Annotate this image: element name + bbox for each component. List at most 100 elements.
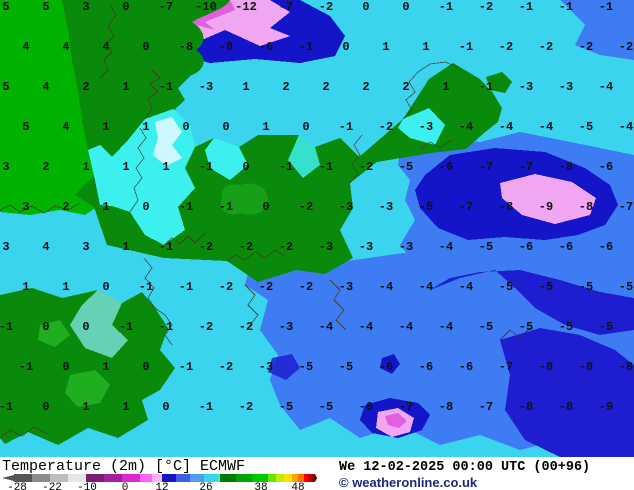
svg-text:0: 0	[142, 40, 149, 54]
svg-text:-7: -7	[499, 360, 513, 374]
svg-text:-1: -1	[479, 80, 493, 94]
svg-text:1: 1	[82, 160, 89, 174]
svg-text:0: 0	[82, 320, 89, 334]
svg-text:-5: -5	[579, 280, 593, 294]
svg-text:1: 1	[382, 40, 389, 54]
svg-text:-1: -1	[19, 360, 33, 374]
svg-text:-9: -9	[599, 400, 613, 414]
svg-text:0: 0	[302, 120, 309, 134]
svg-text:-12: -12	[235, 0, 257, 14]
svg-text:-1: -1	[279, 160, 293, 174]
svg-text:2: 2	[42, 160, 49, 174]
svg-text:-6: -6	[379, 360, 393, 374]
svg-text:-3: -3	[319, 240, 333, 254]
svg-text:-3: -3	[399, 240, 413, 254]
svg-text:1: 1	[242, 80, 249, 94]
svg-text:-2: -2	[319, 0, 333, 14]
svg-text:-8: -8	[519, 400, 533, 414]
svg-text:-1: -1	[139, 280, 153, 294]
svg-text:-4: -4	[439, 320, 453, 334]
svg-text:-8: -8	[439, 400, 453, 414]
svg-text:2: 2	[62, 200, 69, 214]
svg-text:-2: -2	[199, 240, 213, 254]
svg-text:-4: -4	[599, 80, 613, 94]
svg-text:3: 3	[2, 240, 9, 254]
svg-text:-8: -8	[559, 400, 573, 414]
svg-text:1: 1	[122, 400, 129, 414]
svg-text:-8: -8	[579, 200, 593, 214]
svg-text:5: 5	[2, 0, 9, 14]
svg-text:-4: -4	[539, 120, 553, 134]
svg-text:2: 2	[362, 80, 369, 94]
svg-text:0: 0	[102, 280, 109, 294]
svg-text:-8: -8	[219, 40, 233, 54]
svg-text:-1: -1	[559, 0, 573, 14]
svg-text:0: 0	[62, 360, 69, 374]
svg-text:-4: -4	[319, 320, 333, 334]
svg-text:-1: -1	[339, 120, 353, 134]
svg-text:-3: -3	[339, 200, 353, 214]
svg-text:-5: -5	[319, 400, 333, 414]
svg-text:-5: -5	[299, 360, 313, 374]
svg-text:0: 0	[222, 120, 229, 134]
svg-text:-2: -2	[279, 240, 293, 254]
svg-text:4: 4	[102, 40, 109, 54]
svg-text:0: 0	[402, 0, 409, 14]
svg-text:0: 0	[42, 400, 49, 414]
svg-text:-7: -7	[459, 200, 473, 214]
svg-text:-2: -2	[239, 320, 253, 334]
svg-text:-3: -3	[359, 240, 373, 254]
svg-text:-5: -5	[539, 280, 553, 294]
svg-text:-1: -1	[199, 160, 213, 174]
svg-text:-4: -4	[499, 120, 513, 134]
svg-text:-2: -2	[219, 280, 233, 294]
svg-text:-5: -5	[479, 320, 493, 334]
svg-text:-3: -3	[199, 80, 213, 94]
svg-text:1: 1	[442, 80, 449, 94]
svg-text:-6: -6	[459, 360, 473, 374]
svg-text:-8: -8	[539, 360, 553, 374]
svg-text:-4: -4	[399, 320, 413, 334]
svg-text:-2: -2	[379, 120, 393, 134]
svg-text:-5: -5	[579, 120, 593, 134]
svg-text:2: 2	[282, 80, 289, 94]
svg-text:-1: -1	[199, 400, 213, 414]
svg-text:-2: -2	[479, 0, 493, 14]
svg-text:-4: -4	[619, 120, 633, 134]
svg-text:-1: -1	[179, 360, 193, 374]
svg-text:-2: -2	[359, 160, 373, 174]
svg-text:1: 1	[162, 160, 169, 174]
svg-text:-8: -8	[559, 160, 573, 174]
svg-text:-1: -1	[0, 320, 13, 334]
svg-text:-5: -5	[619, 280, 633, 294]
svg-text:-8: -8	[619, 360, 633, 374]
svg-text:1: 1	[22, 280, 29, 294]
svg-text:-7: -7	[479, 400, 493, 414]
svg-text:-2: -2	[499, 40, 513, 54]
svg-text:-4: -4	[379, 280, 393, 294]
svg-text:-7: -7	[399, 400, 413, 414]
svg-text:-1: -1	[319, 160, 333, 174]
svg-text:-1: -1	[519, 0, 533, 14]
svg-text:-1: -1	[299, 40, 313, 54]
svg-text:-6: -6	[359, 400, 373, 414]
svg-text:1: 1	[82, 400, 89, 414]
svg-text:-1: -1	[159, 80, 173, 94]
svg-text:-8: -8	[499, 200, 513, 214]
svg-text:-3: -3	[559, 80, 573, 94]
svg-text:-6: -6	[439, 160, 453, 174]
svg-text:0: 0	[342, 40, 349, 54]
svg-text:-9: -9	[539, 200, 553, 214]
svg-text:-6: -6	[599, 240, 613, 254]
svg-text:-4: -4	[359, 320, 373, 334]
svg-text:-1: -1	[159, 240, 173, 254]
svg-text:-6: -6	[259, 40, 273, 54]
svg-text:4: 4	[42, 80, 49, 94]
svg-text:1: 1	[422, 40, 429, 54]
svg-text:-2: -2	[259, 280, 273, 294]
svg-text:1: 1	[122, 240, 129, 254]
svg-text:0: 0	[162, 400, 169, 414]
svg-text:-3: -3	[379, 200, 393, 214]
svg-text:-1: -1	[159, 320, 173, 334]
svg-text:1: 1	[102, 360, 109, 374]
